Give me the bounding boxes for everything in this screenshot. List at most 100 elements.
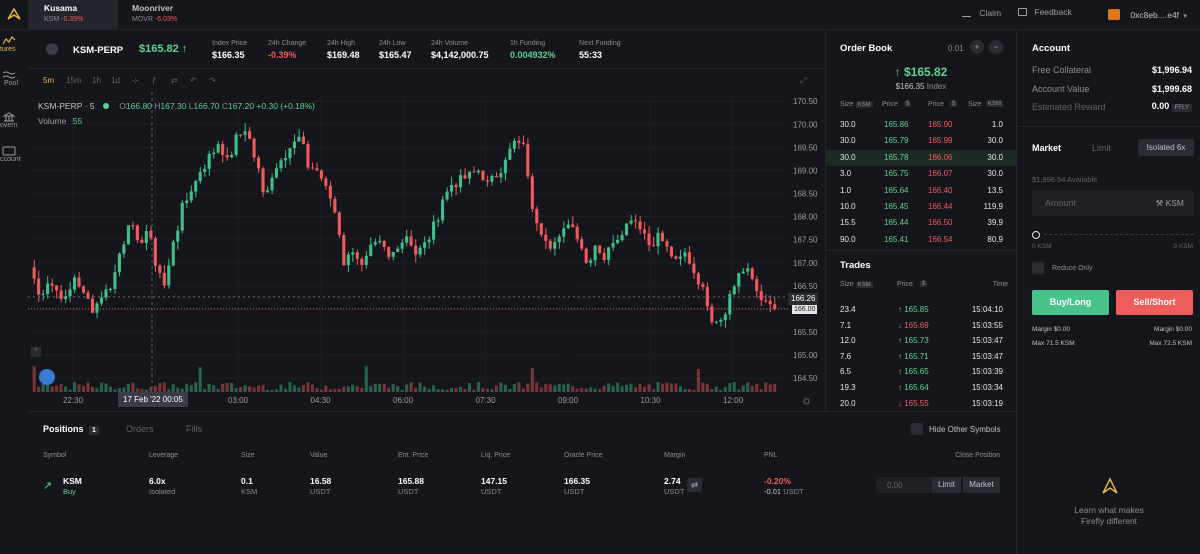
settings-gear-icon[interactable]: ☼ xyxy=(801,393,812,407)
trade-size: 20.0 xyxy=(840,398,856,408)
table-row: ↗ KSM Buy 6.0x Isolated 0.1 KSM 16.58 US… xyxy=(43,476,1000,500)
trade-price: ↑ 165.71 xyxy=(898,351,929,361)
tab-positions[interactable]: Positions 1 xyxy=(43,424,99,435)
ask-price: 166.44 xyxy=(928,201,953,211)
volume-bar xyxy=(665,382,669,392)
compare-icon[interactable]: ⇄ xyxy=(171,76,178,85)
wallet-button[interactable]: 0xc8eb....e4f ▾ xyxy=(1108,7,1187,20)
order-book-row[interactable]: 90.0 165.41 166.54 80.9 xyxy=(826,232,1016,248)
buy-max-label: Max xyxy=(1032,340,1045,347)
slider-min-label: 0 KSM xyxy=(1032,243,1052,250)
firefly-logo[interactable] xyxy=(0,0,28,30)
candle-body xyxy=(279,160,283,169)
minus-icon[interactable]: − xyxy=(989,40,1003,54)
adjust-margin-icon[interactable]: ⇄ xyxy=(687,478,702,492)
close-market-button[interactable]: Market xyxy=(963,477,1000,493)
volume-bar xyxy=(432,385,436,392)
candle-body xyxy=(203,168,207,173)
order-book-row[interactable]: 30.0 165.79 165.99 30.0 xyxy=(826,133,1016,149)
y-tick-label: 169.50 xyxy=(793,143,818,152)
bid-size: 1.0 xyxy=(840,185,852,195)
plus-icon[interactable]: + xyxy=(970,40,984,54)
slider-handle[interactable] xyxy=(1032,231,1040,239)
volume-bar xyxy=(283,388,288,392)
candle-body xyxy=(333,198,337,213)
order-book-row[interactable]: 3.0 165.75 166.07 30.0 xyxy=(826,166,1016,182)
undo-icon[interactable]: ↶ xyxy=(190,76,197,85)
ask-size: 30.0 xyxy=(987,152,1003,162)
stat-value: $166.35 xyxy=(212,50,245,60)
timeframe-1h[interactable]: 1h xyxy=(92,76,101,85)
trade-size: 7.6 xyxy=(840,351,852,361)
stat-value: -0.39% xyxy=(268,50,297,60)
order-book-row[interactable]: 15.5 165.44 166.50 39.9 xyxy=(826,215,1016,231)
y-tick-label: 169.00 xyxy=(793,166,818,175)
sidebar-item-govern[interactable]: overn xyxy=(0,112,28,129)
current-price-label: 166.00 xyxy=(792,305,818,314)
market-tab-moonriver[interactable]: Moonriver MOVR -6.03% xyxy=(118,0,208,30)
candle-body xyxy=(131,225,135,227)
order-book-row[interactable]: 1.0 165.64 166.40 13.5 xyxy=(826,183,1016,199)
hide-other-checkbox[interactable] xyxy=(911,423,923,435)
volume-bar xyxy=(458,386,463,392)
volume-bar xyxy=(620,386,624,392)
candle-body xyxy=(485,180,489,182)
crosshair-time-label: 17 Feb '22 00:05 xyxy=(118,392,188,407)
market-tab-kusama[interactable]: Kusama KSM -0.39% xyxy=(28,0,118,30)
tab-market[interactable]: Market xyxy=(1032,143,1062,153)
close-limit-button[interactable]: Limit xyxy=(932,477,961,493)
sell-short-button[interactable]: Sell/Short xyxy=(1116,290,1193,315)
candle-body xyxy=(620,235,624,240)
candle-body xyxy=(678,256,682,259)
trade-price: ↑ 165.85 xyxy=(898,305,929,314)
amount-slider[interactable] xyxy=(1032,231,1194,245)
timeframe-1d[interactable]: 1d xyxy=(111,76,120,85)
sidebar-item-futures[interactable]: tures xyxy=(0,36,28,53)
redo-icon[interactable]: ↷ xyxy=(209,76,216,85)
tab-fills[interactable]: Fills xyxy=(186,424,202,434)
collapse-icon[interactable]: ‹ xyxy=(31,347,41,357)
market-tab-name: Moonriver xyxy=(132,3,174,13)
reduce-only-checkbox[interactable] xyxy=(1032,262,1044,274)
volume-bar xyxy=(324,385,328,392)
volume-bar xyxy=(696,369,700,392)
promo-line-2[interactable]: Firefly different xyxy=(1080,516,1138,526)
feedback-button[interactable]: Feedback xyxy=(1018,7,1072,17)
timeframe-15m[interactable]: 15m xyxy=(66,76,82,85)
tab-orders[interactable]: Orders xyxy=(126,424,154,434)
tab-limit[interactable]: Limit xyxy=(1092,143,1112,153)
volume-bar xyxy=(719,389,723,392)
leverage-selector[interactable]: Isolated 6x xyxy=(1138,139,1194,156)
sidebar-item-account[interactable]: ccount xyxy=(0,146,28,163)
candle-body xyxy=(629,220,633,224)
sell-max-value: 72.5 KSM xyxy=(1163,340,1192,347)
volume-bar xyxy=(292,385,296,392)
trade-size: 23.4 xyxy=(840,305,856,314)
buy-long-button[interactable]: Buy/Long xyxy=(1032,290,1109,315)
promo-line-1[interactable]: Learn what makes xyxy=(1074,505,1144,515)
tick-size[interactable]: 0.01 xyxy=(948,44,964,53)
volume-bar xyxy=(265,389,270,392)
order-book-row[interactable]: 30.0 165.78 166.06 30.0 xyxy=(826,149,1016,167)
order-book-row[interactable]: 30.0 165.86 165.90 1.0 xyxy=(826,117,1016,133)
price-chart[interactable]: 170.50 170.00 169.50 169.00 168.50 168.00 167.… xyxy=(28,92,824,410)
candle-body xyxy=(553,242,557,249)
amount-input[interactable]: Amount ⚒ KSM xyxy=(1032,190,1194,216)
wallet-address: 0xc8eb....e4f xyxy=(1130,10,1180,20)
volume-bar xyxy=(773,383,777,392)
candle-body xyxy=(696,273,700,285)
order-book-row[interactable]: 10.0 165.45 166.44 119.9 xyxy=(826,199,1016,215)
timeframe-5m[interactable]: 5m xyxy=(43,76,55,85)
volume-bar xyxy=(414,388,418,392)
fx-icon[interactable]: ƒ xyxy=(152,76,157,85)
col-liq-price: Liq. Price xyxy=(481,452,511,459)
arrow-up-right-icon: ↗ xyxy=(43,480,53,492)
claim-button[interactable]: Claim xyxy=(962,7,1001,18)
sidebar-item-pool[interactable]: Pool xyxy=(0,70,28,87)
indicator-icon[interactable]: ⊹ xyxy=(132,76,139,85)
trade-row: 6.5 ↑ 165.65 15:03:39 xyxy=(826,364,1016,380)
candle-body xyxy=(86,292,90,299)
fullscreen-icon[interactable]: ⤢ xyxy=(800,76,807,85)
candle-body xyxy=(409,236,413,246)
tradingview-icon[interactable] xyxy=(39,369,55,385)
